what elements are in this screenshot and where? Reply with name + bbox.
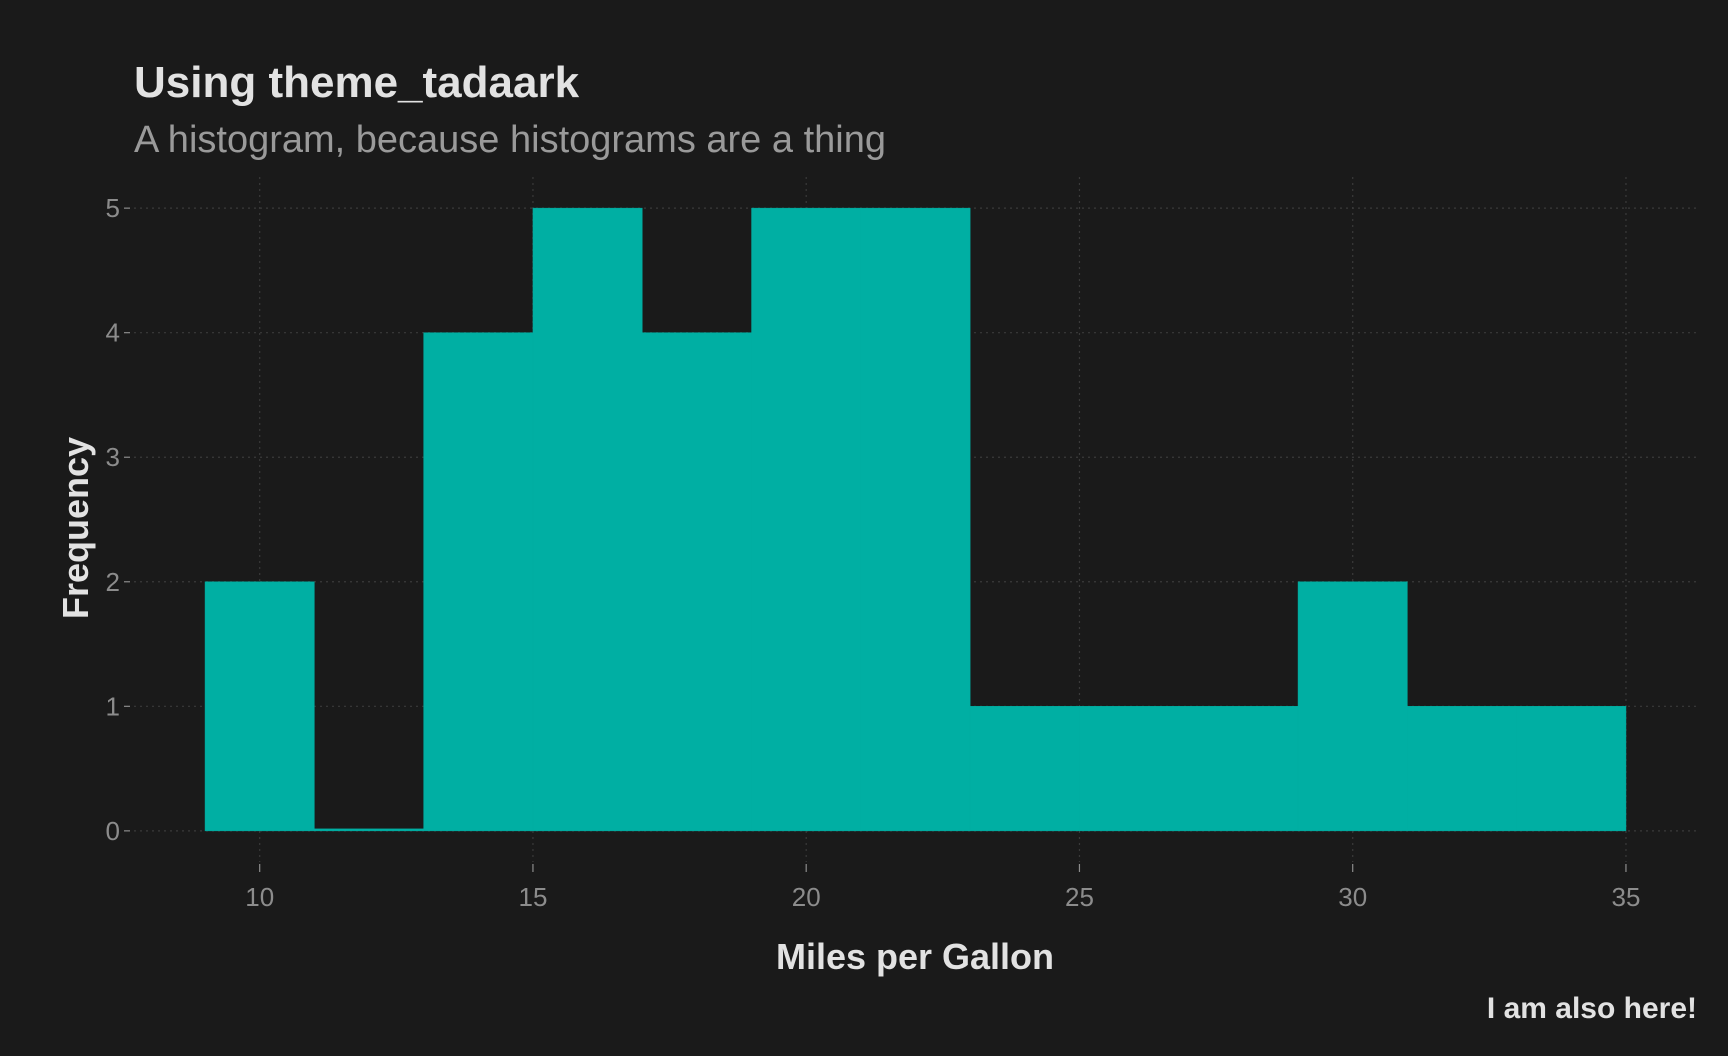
histogram-bar [204,581,315,832]
y-tick-label: 1 [106,691,120,721]
histogram-bar [1516,706,1627,832]
histogram-bar [1407,706,1517,832]
x-tick-label: 35 [1611,882,1640,912]
histogram-bar [751,207,862,832]
histogram-bar [532,207,643,832]
x-axis-title: Miles per Gallon [776,936,1054,977]
histogram-bar [969,706,1080,832]
histogram-bars [204,207,1627,832]
histogram-bar [314,828,424,832]
axis-tick-labels: 0 1 2 3 4 5 10 15 20 25 30 35 [106,193,1641,912]
chart-caption: I am also here! [1487,992,1697,1025]
x-tick-label: 20 [792,882,821,912]
y-tick-label: 4 [106,318,120,348]
y-axis-title: Frequency [55,437,96,619]
histogram-bar [1188,706,1299,832]
histogram-bar [641,332,752,832]
y-tick-label: 0 [106,816,120,846]
x-tick-label: 15 [518,882,547,912]
x-tick-label: 10 [245,882,274,912]
histogram-bar [1297,581,1408,832]
histogram-bar [1079,706,1190,832]
histogram-bar [860,207,971,832]
chart-title: Using theme_tadaark [134,58,580,107]
histogram-bar [423,332,534,832]
y-tick-label: 2 [106,567,120,597]
x-tick-label: 30 [1338,882,1367,912]
y-tick-label: 5 [106,193,120,223]
chart-subtitle: A histogram, because histograms are a th… [134,119,886,161]
y-tick-label: 3 [106,442,120,472]
x-tick-label: 25 [1065,882,1094,912]
